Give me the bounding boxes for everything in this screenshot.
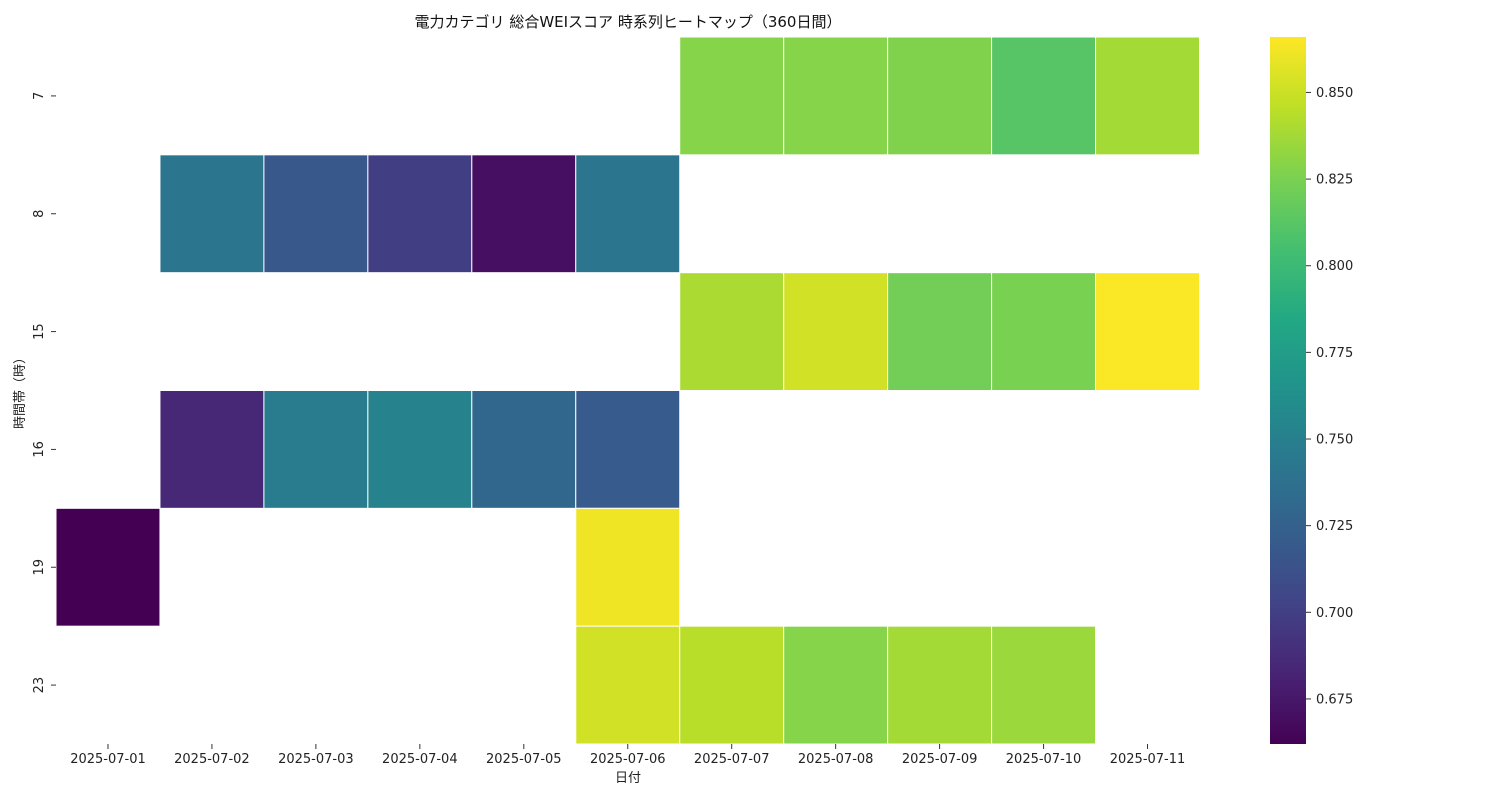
heatmap-cell — [991, 272, 1097, 391]
x-tick-label: 2025-07-10 — [1006, 752, 1082, 767]
x-tick-label: 2025-07-06 — [590, 752, 666, 767]
heatmap-cell — [783, 272, 889, 391]
heatmap-cell — [1095, 36, 1200, 156]
y-axis-label: 時間帯（時） — [13, 351, 28, 429]
colorbar-tick-label: 0.675 — [1316, 692, 1353, 707]
chart-title: 電力カテゴリ 総合WEIスコア 時系列ヒートマップ（360日間） — [415, 13, 842, 31]
heatmap-cell — [263, 390, 369, 509]
x-tick-label: 2025-07-11 — [1110, 752, 1186, 767]
colorbar-gradient — [1270, 37, 1306, 744]
y-tick-label: 7 — [32, 92, 47, 100]
y-tick-label: 23 — [32, 677, 47, 694]
x-tick-label: 2025-07-07 — [694, 752, 770, 767]
colorbar: 0.675 0.700 0.725 0.750 0.775 0.800 0.825 0.850 — [1270, 37, 1353, 744]
x-tick-label: 2025-07-05 — [486, 752, 562, 767]
heatmap-cell — [887, 625, 993, 745]
heatmap-cell — [367, 154, 473, 274]
colorbar-tick-label: 0.825 — [1316, 173, 1353, 188]
colorbar-ticks: 0.675 0.700 0.725 0.750 0.775 0.800 0.825 0.850 — [1306, 86, 1353, 707]
x-tick-label: 2025-07-02 — [174, 752, 250, 767]
heatmap-cell — [367, 390, 473, 509]
heatmap-cell — [679, 625, 785, 745]
heatmap-cell — [1095, 272, 1200, 391]
y-tick-label: 19 — [32, 559, 47, 576]
heatmap-cell — [887, 272, 993, 391]
heatmap-cell — [159, 154, 265, 274]
colorbar-tick-label: 0.750 — [1316, 433, 1353, 448]
heatmap-cell — [991, 36, 1097, 156]
heatmap-cell — [55, 507, 161, 627]
heatmap-cell — [575, 625, 681, 745]
colorbar-tick-label: 0.725 — [1316, 519, 1353, 534]
heatmap-cell — [783, 625, 889, 745]
heatmap-cell — [887, 36, 993, 156]
y-tick-label: 16 — [32, 441, 47, 458]
y-tick-label: 8 — [32, 210, 47, 218]
heatmap-cell — [263, 154, 369, 274]
heatmap-cell — [991, 625, 1097, 745]
x-tick-label: 2025-07-09 — [902, 752, 978, 767]
x-tick-label: 2025-07-01 — [70, 752, 146, 767]
heatmap-cell — [575, 390, 681, 509]
x-axis-label: 日付 — [615, 771, 641, 786]
y-tick-label: 15 — [32, 323, 47, 340]
heatmap-cell — [575, 507, 681, 627]
x-tick-label: 2025-07-08 — [798, 752, 874, 767]
x-tick-label: 2025-07-03 — [278, 752, 354, 767]
colorbar-tick-label: 0.700 — [1316, 606, 1353, 621]
colorbar-tick-label: 0.800 — [1316, 259, 1353, 274]
y-axis-ticks: 7 8 15 16 19 23 — [32, 92, 56, 694]
x-axis-ticks: 2025-07-01 2025-07-02 2025-07-03 2025-07-04… — [70, 744, 1185, 767]
heatmap-cell — [679, 272, 785, 391]
heatmap-cell — [159, 390, 265, 509]
heatmap-cell — [679, 36, 785, 156]
heatmap-cells — [55, 36, 1200, 745]
heatmap-cell — [471, 390, 577, 509]
heatmap-cell — [783, 36, 889, 156]
colorbar-tick-label: 0.850 — [1316, 86, 1353, 101]
heatmap-cell — [575, 154, 681, 274]
colorbar-tick-label: 0.775 — [1316, 346, 1353, 361]
x-tick-label: 2025-07-04 — [382, 752, 458, 767]
heatmap-cell — [471, 154, 577, 274]
